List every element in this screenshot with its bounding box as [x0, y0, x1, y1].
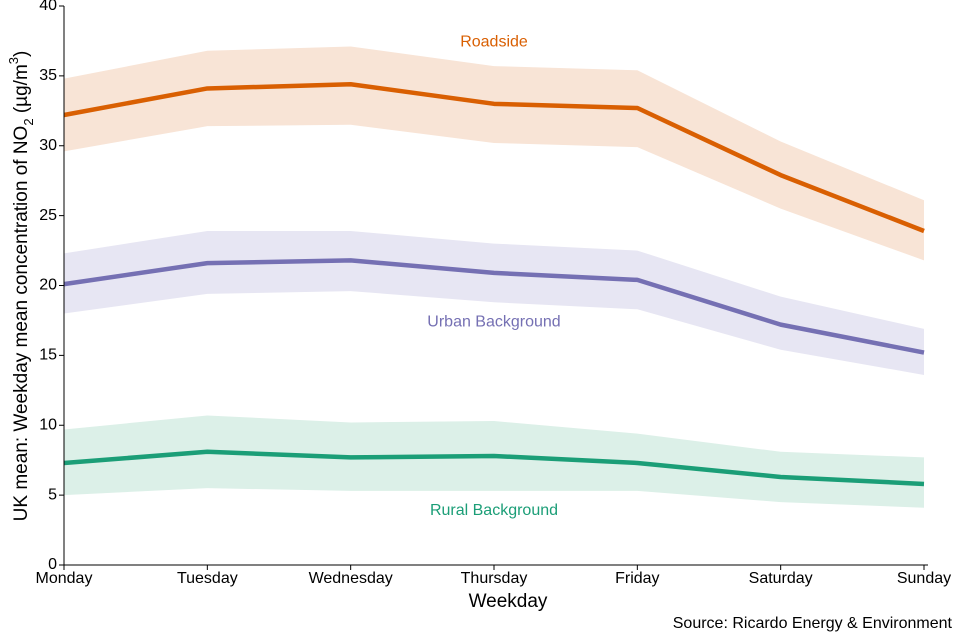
x-tick-label: Thursday — [461, 570, 528, 587]
y-tick-label: 40 — [39, 0, 57, 14]
confidence-band — [64, 46, 924, 261]
y-tick-label: 5 — [48, 486, 57, 503]
y-axis-title-part: UK mean: Weekday mean concentration of N… — [11, 126, 32, 522]
series-line — [63, 258, 925, 355]
series-line — [63, 82, 925, 234]
y-axis-title-part: (µg/m — [11, 64, 32, 118]
y-axis-title: UK mean: Weekday mean concentration of N… — [6, 51, 36, 522]
x-tick-label: Saturday — [749, 570, 813, 587]
y-axis-title-part: 3 — [6, 57, 21, 64]
y-tick-label: 15 — [39, 347, 57, 364]
x-axis-title: Weekday — [469, 591, 548, 612]
x-tick-label: Sunday — [897, 570, 951, 587]
y-tick-label: 20 — [39, 277, 57, 294]
bands — [64, 46, 924, 508]
series-label: Rural Background — [430, 502, 558, 519]
y-tick-label: 0 — [48, 556, 57, 573]
x-tick-label: Wednesday — [309, 570, 393, 587]
series-label: Roadside — [460, 33, 528, 50]
x-tick-label: Friday — [615, 570, 659, 587]
confidence-band — [64, 230, 924, 375]
y-tick-label: 25 — [39, 207, 57, 224]
x-tick-label: Monday — [36, 570, 93, 587]
y-axis-title-part: ) — [11, 51, 32, 57]
confidence-band — [64, 415, 924, 508]
series-label: Urban Background — [427, 313, 560, 330]
y-tick-label: 30 — [39, 137, 57, 154]
series-line — [63, 449, 925, 487]
y-axis-title-part: 2 — [21, 118, 36, 125]
lines — [63, 82, 925, 487]
x-tick-label: Tuesday — [177, 570, 238, 587]
y-tick-label: 35 — [39, 67, 57, 84]
source-note: Source: Ricardo Energy & Environment — [673, 615, 953, 632]
y-tick-label: 10 — [39, 416, 57, 433]
